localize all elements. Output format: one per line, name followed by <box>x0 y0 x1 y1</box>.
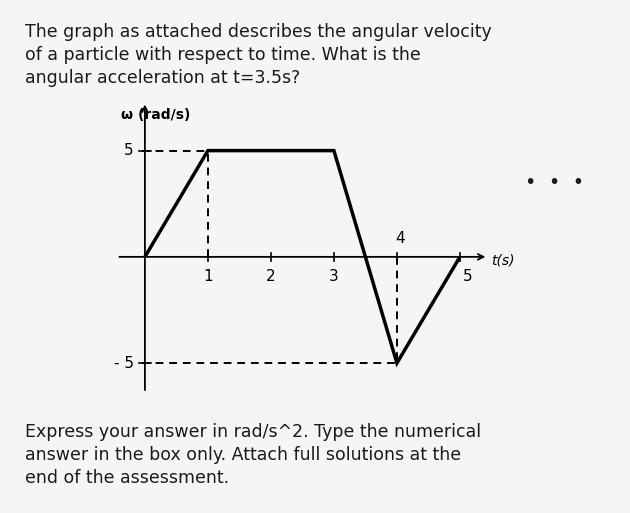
Text: 2: 2 <box>266 269 276 284</box>
Text: The graph as attached describes the angular velocity: The graph as attached describes the angu… <box>25 23 492 41</box>
Text: end of the assessment.: end of the assessment. <box>25 469 229 487</box>
Text: 5: 5 <box>463 269 472 284</box>
Text: 1: 1 <box>203 269 213 284</box>
Text: 3: 3 <box>329 269 339 284</box>
Text: - 5: - 5 <box>113 356 134 370</box>
Text: 4: 4 <box>395 231 405 246</box>
Text: •  •  •: • • • <box>525 172 584 192</box>
Text: 5: 5 <box>124 143 134 158</box>
Text: of a particle with respect to time. What is the: of a particle with respect to time. What… <box>25 46 421 64</box>
Text: t(s): t(s) <box>491 253 515 267</box>
Text: answer in the box only. Attach full solutions at the: answer in the box only. Attach full solu… <box>25 446 461 464</box>
Text: ω (rad/s): ω (rad/s) <box>121 108 190 122</box>
Text: Express your answer in rad/s^2. Type the numerical: Express your answer in rad/s^2. Type the… <box>25 423 481 441</box>
Text: angular acceleration at t=3.5s?: angular acceleration at t=3.5s? <box>25 69 301 87</box>
